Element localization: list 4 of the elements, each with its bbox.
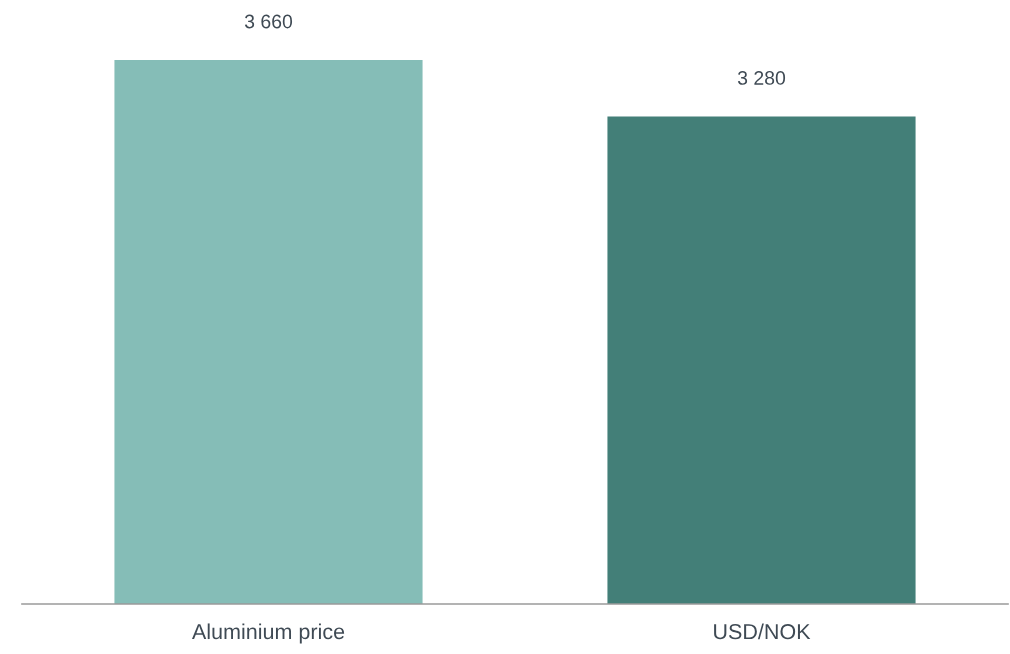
data-label: 3 280	[737, 71, 786, 85]
x-tick-label: USD/NOK	[714, 623, 811, 640]
x-tick-label: Aluminium price	[191, 623, 345, 644]
data-label: 3 660	[244, 14, 293, 29]
